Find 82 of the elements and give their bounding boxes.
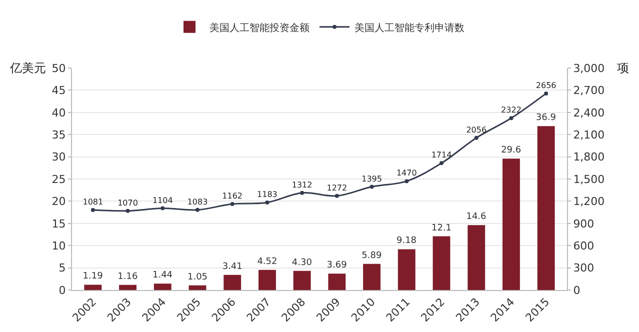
y2-tick-label: 300 <box>573 262 594 275</box>
y-tick-label: 0 <box>58 284 66 297</box>
bar <box>224 274 242 290</box>
y-tick-label: 50 <box>52 62 66 75</box>
y-tick-label: 45 <box>52 84 66 98</box>
bar <box>468 225 486 290</box>
data-label: 2056 <box>466 125 487 134</box>
bar <box>502 158 520 290</box>
data-label: 1.19 <box>82 272 104 282</box>
bar <box>537 126 555 290</box>
bar <box>432 236 450 290</box>
bar <box>154 284 172 290</box>
bar <box>258 270 276 290</box>
data-label: 4.30 <box>292 258 312 268</box>
data-label: 1081 <box>82 198 104 207</box>
data-label: 2656 <box>536 80 556 90</box>
y-tick-label: 5 <box>58 262 66 275</box>
data-label: 1.44 <box>152 270 173 281</box>
point <box>230 202 234 206</box>
y-tick-label: 35 <box>52 128 66 142</box>
bar <box>84 284 102 290</box>
data-label: 3.41 <box>222 262 242 272</box>
y2-axis-title: 项 <box>617 61 629 75</box>
point <box>474 136 478 140</box>
data-label: 1395 <box>362 174 382 184</box>
data-label: 14.6 <box>466 212 487 222</box>
y2-tick-label: 3,000 <box>573 62 605 75</box>
legend-label: 美国人工智能投资金额 <box>210 22 310 34</box>
bar <box>188 285 206 290</box>
y2-tick-label: 1,800 <box>573 150 605 164</box>
point <box>265 200 270 204</box>
y-tick-label: 40 <box>52 106 66 120</box>
point <box>300 190 304 195</box>
data-label: 12.1 <box>431 223 452 234</box>
point <box>90 208 95 212</box>
point <box>544 91 548 96</box>
point <box>160 206 165 210</box>
data-label: 4.52 <box>257 256 278 267</box>
data-label: 1.05 <box>187 272 208 282</box>
bar <box>398 249 416 290</box>
y-tick-label: 30 <box>52 150 66 164</box>
point <box>509 116 514 120</box>
data-label: 5.89 <box>362 250 382 261</box>
y2-tick-label: 1,200 <box>573 195 605 208</box>
bar <box>293 270 311 290</box>
data-label: 3.69 <box>326 260 348 271</box>
point <box>126 208 130 213</box>
data-label: 2322 <box>501 106 522 115</box>
y-tick-label: 25 <box>52 172 66 186</box>
y2-tick-label: 1,500 <box>573 172 605 186</box>
data-label: 1104 <box>152 196 173 205</box>
data-label: 9.18 <box>396 236 417 246</box>
data-label: 1183 <box>257 190 278 199</box>
y-axis-title: 亿美元 <box>9 61 46 75</box>
data-label: 1083 <box>187 197 208 206</box>
y2-tick-label: 0 <box>573 284 580 297</box>
data-label: 1162 <box>222 192 243 201</box>
point <box>440 161 444 166</box>
point <box>334 194 339 198</box>
y2-tick-label: 2,700 <box>573 84 605 98</box>
data-label: 29.6 <box>501 146 522 156</box>
data-label: 1272 <box>326 183 348 192</box>
y-tick-label: 10 <box>52 239 66 252</box>
y-tick-label: 20 <box>52 195 66 208</box>
bar <box>363 264 380 290</box>
point <box>404 179 409 184</box>
y2-tick-label: 600 <box>573 239 594 252</box>
bar <box>119 284 136 290</box>
legend-label: 美国人工智能专利申请数 <box>354 22 464 34</box>
data-label: 36.9 <box>536 113 556 124</box>
y2-tick-label: 900 <box>573 217 594 230</box>
y2-tick-label: 2,100 <box>573 128 605 142</box>
bar <box>328 274 346 290</box>
data-label: 1714 <box>431 150 452 160</box>
y-tick-label: 15 <box>52 217 66 230</box>
data-label: 1312 <box>292 180 312 190</box>
y2-tick-label: 2,400 <box>573 106 605 120</box>
data-label: 1470 <box>396 168 417 178</box>
point <box>370 184 374 189</box>
data-label: 1.16 <box>118 272 138 282</box>
data-label: 1070 <box>118 198 138 208</box>
point <box>195 208 200 212</box>
